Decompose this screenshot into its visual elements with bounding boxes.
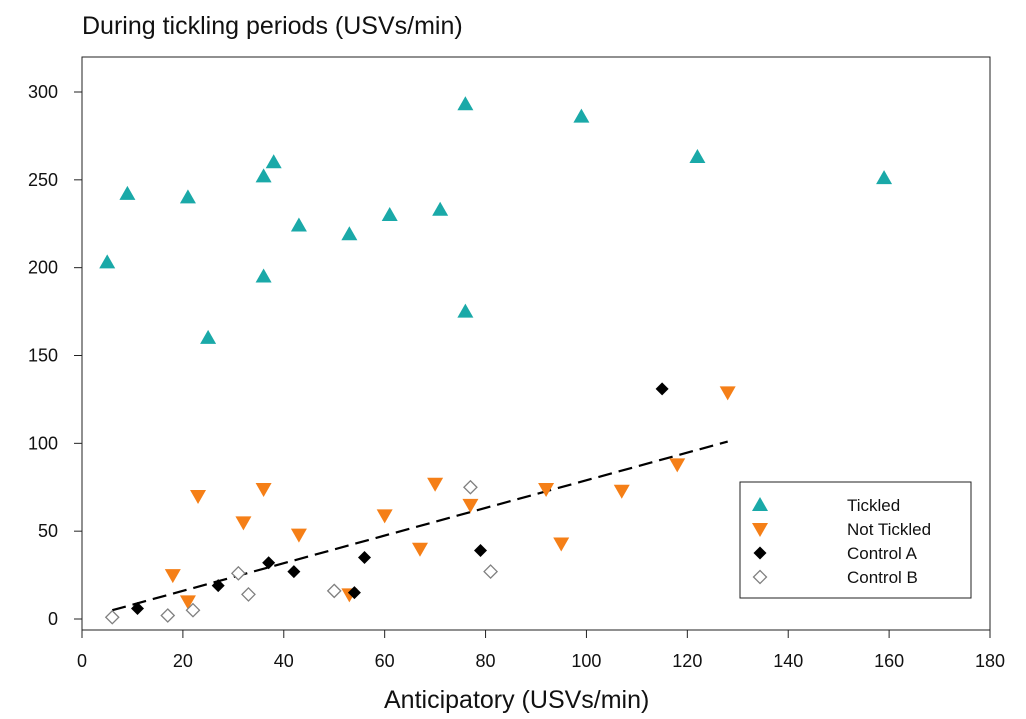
legend-marker-tickled <box>752 497 768 511</box>
tickled-point <box>457 96 474 111</box>
tickled-point <box>99 254 116 269</box>
legend-marker-control-a <box>753 546 767 560</box>
axis-ticks: 0 20 40 60 80 100 120 140 160 180 0 50 100 150 200 250 3… <box>28 82 1005 671</box>
not-tickled-point <box>290 528 307 543</box>
x-axis-label: Anticipatory (USVs/min) <box>384 686 650 714</box>
control-b-point <box>463 479 478 495</box>
tickled-point <box>876 170 893 185</box>
x-tick-label: 40 <box>274 651 294 671</box>
y-tick-label: 50 <box>38 521 58 541</box>
tickled-point <box>265 154 282 169</box>
x-tick-label: 180 <box>975 651 1005 671</box>
not-tickled-point <box>235 516 252 531</box>
not-tickled-point <box>613 484 630 499</box>
tickled-point <box>200 329 217 344</box>
x-tick-label: 160 <box>874 651 904 671</box>
not-tickled-point <box>376 509 393 524</box>
not-tickled-point <box>179 595 196 610</box>
tickled-point <box>119 185 136 200</box>
chart-title: During tickling periods (USVs/min) <box>82 12 463 40</box>
legend-box <box>739 481 972 599</box>
trendline-layer <box>111 440 728 612</box>
data-points <box>99 96 893 625</box>
tickled-point <box>341 226 358 241</box>
control-a-point <box>130 601 144 615</box>
control-a-point <box>287 565 301 579</box>
y-tick-label: 300 <box>28 82 58 102</box>
not-tickled-point <box>190 490 207 505</box>
legend-label-control-a: Control A <box>847 544 918 563</box>
control-a-point <box>347 586 361 600</box>
x-tick-label: 100 <box>571 651 601 671</box>
legend-label-control-b: Control B <box>847 568 918 587</box>
control-b-point <box>104 609 120 625</box>
x-tick-label: 0 <box>77 651 87 671</box>
tickled-point <box>179 189 196 204</box>
control-a-point <box>357 551 371 565</box>
x-tick-label: 120 <box>672 651 702 671</box>
not-tickled-point <box>427 477 444 492</box>
not-tickled-point <box>553 537 570 552</box>
legend-marker-not-tickled <box>752 523 768 537</box>
legend-marker-control-b <box>752 569 768 585</box>
tickled-point <box>457 303 474 318</box>
y-tick-label: 150 <box>28 346 58 366</box>
trendline <box>111 440 728 612</box>
control-a-point <box>474 543 488 557</box>
not-tickled-point <box>164 569 181 584</box>
tickled-point <box>290 217 307 232</box>
control-b-point <box>160 608 176 623</box>
tickled-point <box>432 201 449 216</box>
not-tickled-point <box>411 542 428 557</box>
not-tickled-point <box>255 483 272 498</box>
tickled-point <box>255 268 272 283</box>
x-tick-label: 60 <box>375 651 395 671</box>
y-tick-label: 250 <box>28 170 58 190</box>
tickled-point <box>689 148 706 163</box>
tickled-point <box>255 168 272 183</box>
control-b-point <box>185 602 201 618</box>
tickled-point <box>573 108 590 123</box>
x-tick-label: 140 <box>773 651 803 671</box>
y-tick-label: 0 <box>48 609 58 629</box>
control-a-point <box>262 556 276 570</box>
not-tickled-point <box>462 498 479 513</box>
y-tick-label: 100 <box>28 433 58 453</box>
tickled-point <box>381 206 398 221</box>
y-tick-label: 200 <box>28 258 58 278</box>
control-a-point <box>655 382 669 396</box>
plot-frame <box>81 56 991 631</box>
control-b-point <box>326 583 342 599</box>
not-tickled-point <box>669 458 686 473</box>
x-tick-label: 80 <box>476 651 496 671</box>
control-b-point <box>241 586 256 602</box>
legend-label-not-tickled: Not Tickled <box>847 520 931 539</box>
legend-label-tickled: Tickled <box>847 496 900 515</box>
control-b-point <box>483 564 499 579</box>
control-a-point <box>211 579 225 593</box>
control-b-point <box>230 565 246 581</box>
not-tickled-point <box>538 483 555 498</box>
legend: Tickled Not Tickled Control A Control B <box>739 481 972 599</box>
not-tickled-point <box>719 386 736 401</box>
x-tick-label: 20 <box>173 651 193 671</box>
